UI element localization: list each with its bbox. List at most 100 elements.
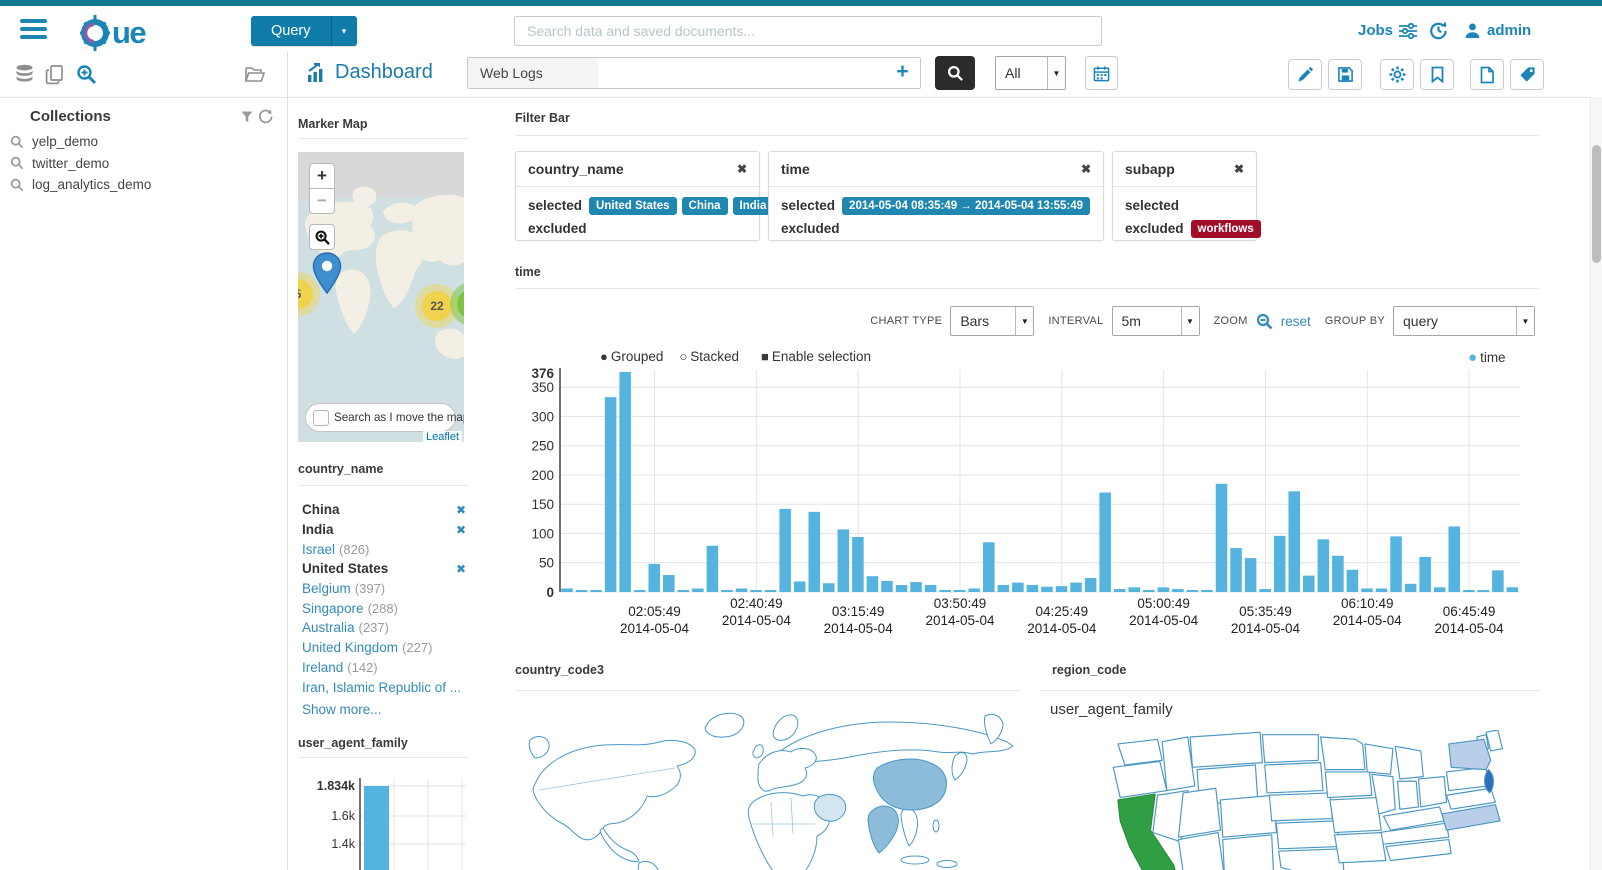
folder-icon[interactable]: [243, 64, 265, 85]
collection-item-yelp[interactable]: yelp_demo: [10, 131, 270, 152]
history-icon[interactable]: [1428, 20, 1449, 41]
facet-value-label[interactable]: United States: [302, 561, 389, 577]
interval-select[interactable]: 5m ▼: [1111, 306, 1200, 336]
chevron-down-icon[interactable]: ▼: [1180, 307, 1199, 335]
remove-facet-icon[interactable]: ✖: [455, 502, 466, 517]
facet-item[interactable]: Singapore (288): [302, 598, 466, 618]
checkbox-icon[interactable]: [313, 409, 329, 426]
facet-value-label[interactable]: United Kingdom: [302, 640, 399, 656]
stacked-radio[interactable]: ○ Stacked: [679, 349, 740, 364]
remove-facet-icon[interactable]: ✖: [455, 561, 466, 576]
search-as-move-checkbox[interactable]: Search as I move the map: [305, 403, 464, 432]
hue-logo[interactable]: ue: [76, 14, 147, 52]
user-menu[interactable]: admin: [1464, 22, 1531, 39]
facet-item[interactable]: Israel (826): [302, 539, 466, 559]
dashboard-icon: [308, 62, 323, 82]
map-marker-pin[interactable]: [312, 252, 342, 294]
time-histogram-chart[interactable]: 376 0 50 100 150 200 250 300 350 02:05:49 2014-05-…: [512, 366, 1542, 648]
filter-funnel-icon[interactable]: [241, 111, 253, 123]
scrollbar-thumb[interactable]: [1592, 145, 1601, 263]
tag-button[interactable]: [1510, 59, 1544, 90]
map-magnify-button[interactable]: [309, 224, 335, 250]
divider: [1040, 690, 1540, 691]
selected-filter-pill[interactable]: China: [681, 196, 728, 215]
map-zoom-out-button[interactable]: −: [309, 188, 335, 214]
chevron-down-icon[interactable]: ▼: [1047, 57, 1065, 89]
selected-filter-pill[interactable]: India: [732, 196, 774, 215]
facet-item[interactable]: Belgium (397): [302, 579, 466, 599]
close-icon[interactable]: ✖: [1233, 162, 1244, 176]
add-filter-button[interactable]: +: [885, 57, 921, 89]
scope-select[interactable]: All ▼: [995, 56, 1066, 90]
show-more-link[interactable]: Show more...: [302, 702, 382, 717]
query-button[interactable]: Query ▾: [251, 16, 357, 46]
svg-text:2014-05-04: 2014-05-04: [1435, 621, 1505, 636]
facet-item[interactable]: United Kingdom (227): [302, 638, 466, 658]
facet-value-label[interactable]: Singapore: [302, 600, 364, 616]
excluded-filter-pill[interactable]: workflows: [1190, 219, 1261, 238]
zoom-in-icon[interactable]: [76, 64, 97, 85]
svg-text:2014-05-04: 2014-05-04: [620, 621, 690, 636]
marker-map[interactable]: + − 5 22 2 Search as I move the map Leaf…: [298, 152, 464, 442]
map-cluster[interactable]: 5: [298, 272, 320, 316]
time-widget-title: time: [515, 265, 541, 279]
map-zoom-in-button[interactable]: +: [309, 163, 335, 189]
bookmark-button[interactable]: [1420, 59, 1454, 90]
facet-value-label[interactable]: Australia: [302, 620, 355, 636]
facet-value-label[interactable]: India: [302, 522, 334, 538]
facet-value-label[interactable]: Israel: [302, 541, 336, 557]
close-icon[interactable]: ✖: [736, 162, 747, 176]
hue-logo-text: ue: [112, 15, 147, 50]
marker-map-widget-title: Marker Map: [298, 117, 368, 131]
svg-text:06:10:49: 06:10:49: [1341, 596, 1394, 611]
save-button[interactable]: [1328, 59, 1362, 90]
selected-filter-pill[interactable]: United States: [589, 196, 677, 215]
chart-type-select[interactable]: Bars ▼: [950, 306, 1035, 336]
dashboard-search-button[interactable]: [935, 56, 975, 90]
hamburger-menu-icon[interactable]: [20, 19, 47, 39]
scrollbar[interactable]: [1590, 97, 1602, 870]
query-dropdown-caret[interactable]: ▾: [330, 16, 357, 46]
calendar-button[interactable]: [1085, 56, 1118, 90]
zoom-out-icon[interactable]: [1256, 313, 1273, 330]
documents-icon[interactable]: [44, 64, 65, 85]
refresh-icon[interactable]: [258, 109, 273, 124]
selected-filter-pill[interactable]: 2014-05-04 08:35:49 → 2014-05-04 13:55:4…: [842, 196, 1091, 215]
collection-item-twitter[interactable]: twitter_demo: [10, 153, 270, 174]
facet-value-label[interactable]: Iran, Islamic Republic of ...: [302, 679, 462, 695]
settings-button[interactable]: [1380, 59, 1414, 90]
facet-value-label[interactable]: Ireland: [302, 659, 344, 675]
chevron-down-icon[interactable]: ▼: [1015, 307, 1034, 335]
region-code-us-map[interactable]: [1085, 730, 1515, 870]
facet-value-label[interactable]: China: [302, 502, 340, 518]
facet-value-label[interactable]: Belgium: [302, 581, 351, 597]
chevron-down-icon[interactable]: ▼: [1516, 307, 1534, 335]
dashboard-search-input[interactable]: [598, 57, 886, 89]
grouped-radio[interactable]: ● Grouped: [600, 349, 664, 364]
map-cluster[interactable]: 2: [450, 282, 464, 326]
svg-text:04:25:49: 04:25:49: [1036, 604, 1089, 619]
facet-item[interactable]: China ✖: [302, 500, 466, 520]
filter-bar-title: Filter Bar: [515, 111, 570, 125]
group-by-select[interactable]: query ▼: [1393, 306, 1535, 336]
leaflet-attribution-link[interactable]: Leaflet: [422, 431, 462, 442]
database-icon[interactable]: [14, 64, 35, 84]
zoom-reset-link[interactable]: reset: [1280, 313, 1311, 329]
edit-button[interactable]: [1288, 59, 1322, 90]
svg-text:2014-05-04: 2014-05-04: [1231, 621, 1301, 636]
collection-selector[interactable]: Web Logs: [467, 57, 599, 89]
enable-selection-checkbox[interactable]: ■ Enable selection: [761, 349, 871, 364]
document-button[interactable]: [1470, 59, 1504, 90]
country-code3-world-map[interactable]: [515, 706, 1020, 870]
facet-item[interactable]: Australia (237): [302, 618, 466, 638]
user-agent-family-chart[interactable]: 1.834k 1.6k 1.4k: [296, 768, 470, 870]
facet-item[interactable]: Iran, Islamic Republic of ...: [302, 677, 466, 697]
facet-item[interactable]: Ireland (142): [302, 658, 466, 678]
close-icon[interactable]: ✖: [1080, 162, 1091, 176]
facet-item[interactable]: United States ✖: [302, 559, 466, 579]
remove-facet-icon[interactable]: ✖: [455, 522, 466, 537]
facet-item[interactable]: India ✖: [302, 520, 466, 540]
global-search-input[interactable]: [514, 16, 1102, 46]
jobs-link[interactable]: Jobs: [1358, 22, 1418, 39]
collection-item-log-analytics[interactable]: log_analytics_demo: [10, 174, 270, 195]
